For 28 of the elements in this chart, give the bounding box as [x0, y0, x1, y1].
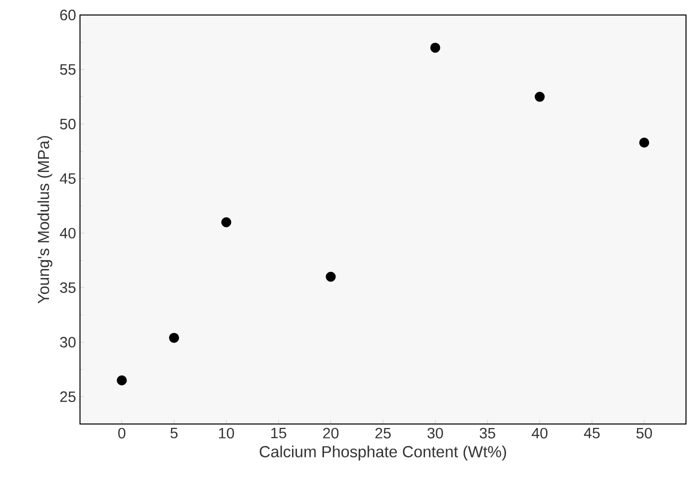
x-tick-label: 10: [219, 428, 234, 438]
y-tick-label: 60: [60, 10, 76, 20]
y-tick-label: 35: [60, 282, 76, 293]
x-tick-label: 40: [532, 428, 548, 438]
point: [639, 138, 650, 148]
x-tick-label: 35: [480, 428, 496, 438]
x-tick-label: 20: [323, 428, 339, 438]
x-tick-label: 45: [584, 428, 600, 438]
y-tick-label: 50: [60, 118, 76, 130]
x-axis-title: Calcium Phosphate Content (Wt%): [260, 446, 506, 461]
y-tick-label: 25: [60, 391, 76, 402]
y-axis-title: Young's Modulus (MPa): [37, 136, 52, 304]
point: [430, 42, 440, 53]
y-tick-label: 45: [60, 173, 76, 184]
point: [116, 375, 127, 386]
y-tick-label: 30: [60, 336, 76, 348]
y-tick-label: 55: [60, 64, 76, 75]
x-tick-label: 5: [170, 428, 178, 438]
point: [534, 92, 545, 102]
point: [169, 332, 180, 343]
x-tick-label: 30: [427, 428, 443, 438]
x-tick-label: 0: [118, 428, 126, 438]
y-tick-label: 40: [60, 228, 76, 238]
point: [326, 272, 336, 282]
x-tick-label: 15: [271, 428, 286, 438]
point: [221, 217, 232, 228]
x-tick-label: 25: [375, 428, 391, 438]
x-tick-label: 50: [636, 428, 652, 438]
